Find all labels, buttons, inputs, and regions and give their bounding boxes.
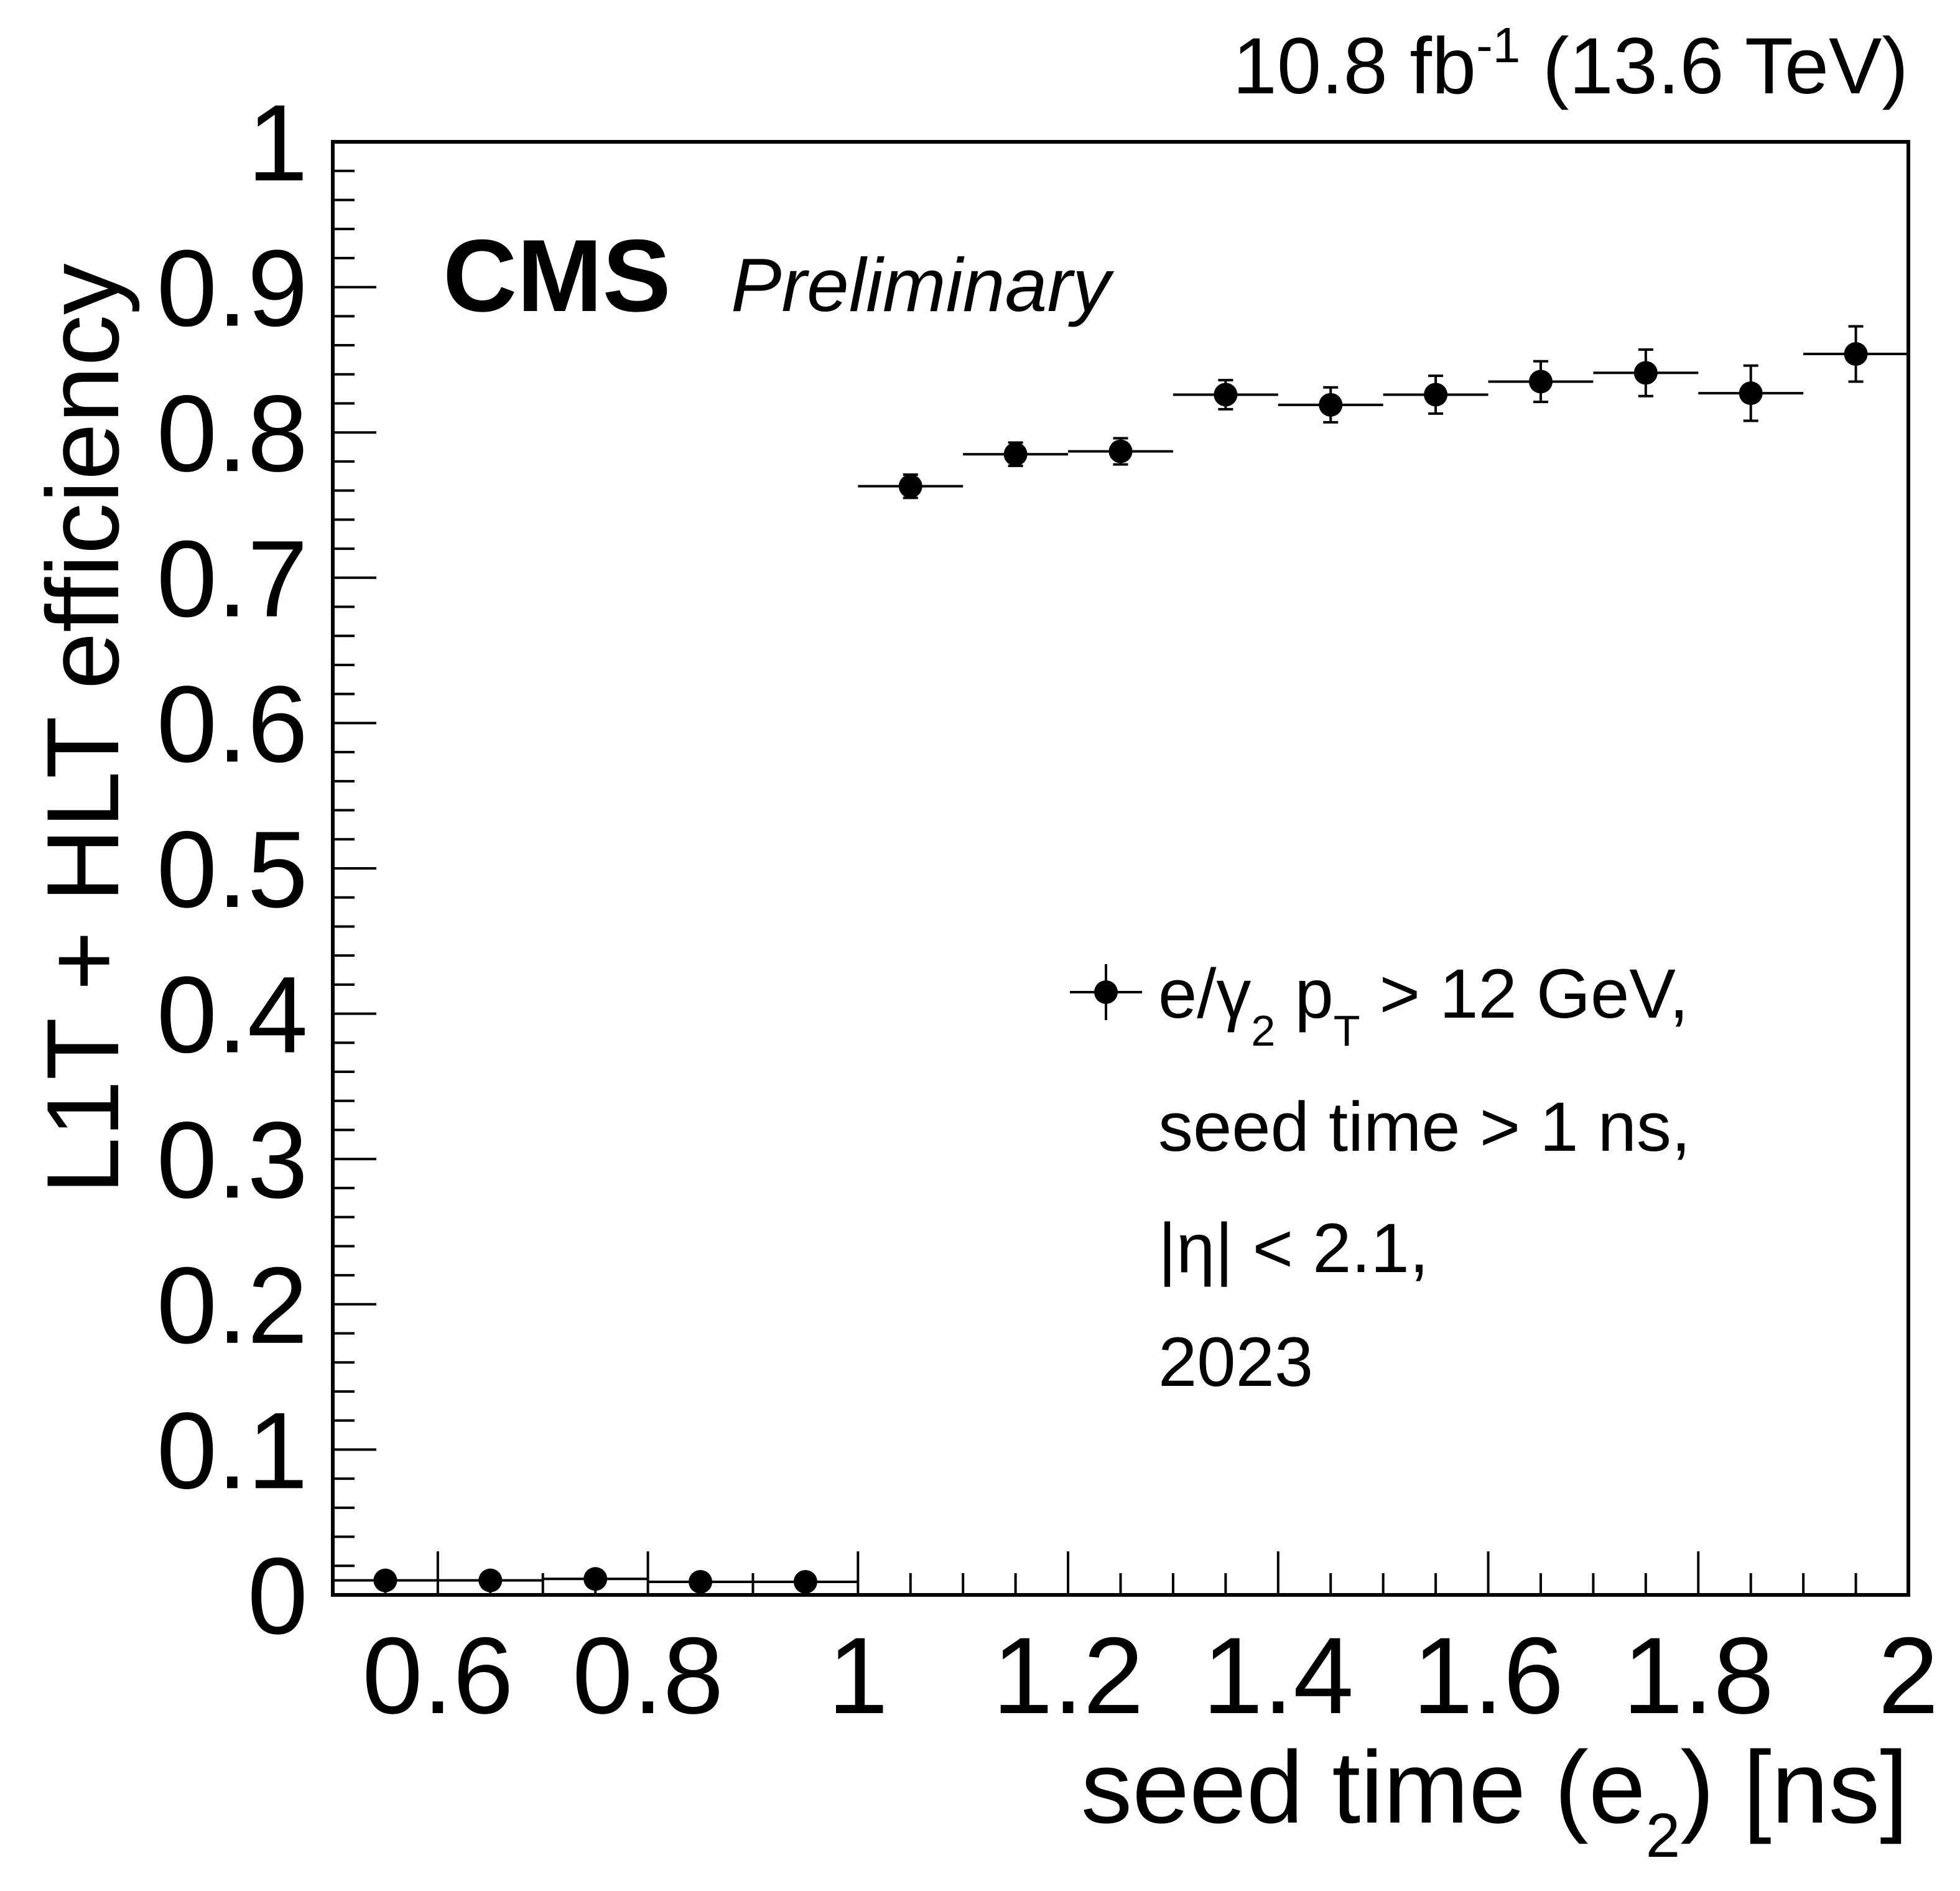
legend-marker-dot <box>1094 980 1118 1004</box>
cms-preliminary-label: Preliminary <box>731 243 1115 327</box>
data-point <box>542 1567 648 1591</box>
data-marker <box>583 1567 608 1591</box>
data-marker <box>689 1569 713 1594</box>
y-tick-label: 0.4 <box>157 955 308 1076</box>
data-marker <box>1739 381 1763 406</box>
y-tick-label: 1 <box>248 83 308 204</box>
lumi-prefix: 10.8 fb <box>1233 22 1476 111</box>
data-point <box>1488 360 1594 404</box>
data-marker <box>1528 369 1553 394</box>
data-point <box>858 473 964 499</box>
data-point <box>963 441 1069 467</box>
data-marker <box>1424 383 1448 407</box>
x-axis-title-sub: 2 <box>1646 1801 1681 1870</box>
y-tick-label: 0.9 <box>157 228 308 350</box>
data-marker <box>1108 439 1133 463</box>
data-point <box>437 1568 543 1592</box>
x-tick-label: 1.6 <box>1413 1615 1564 1737</box>
data-marker <box>373 1568 397 1592</box>
plot-frame <box>331 140 1910 1597</box>
lumi-exponent: -1 <box>1476 17 1520 73</box>
legend-line-2: seed time > 1 ns, <box>1158 1088 1691 1166</box>
x-tick-label: 0.6 <box>362 1615 513 1737</box>
lumi-suffix: (13.6 TeV) <box>1520 22 1908 111</box>
lumi-label: 10.8 fb-1 (13.6 TeV) <box>1233 17 1908 111</box>
data-marker <box>1844 342 1868 366</box>
x-tick-label: 1.2 <box>992 1615 1143 1737</box>
y-tick-label: 0.8 <box>157 373 308 495</box>
legend: e/γ2 pT > 12 GeV, seed time > 1 ns, |η| … <box>1070 955 1691 1401</box>
data-marker <box>1319 393 1343 417</box>
data-point <box>1068 437 1173 466</box>
y-tick-label: 0.6 <box>157 664 308 785</box>
data-marker <box>478 1568 503 1592</box>
x-tick-label: 0.8 <box>572 1615 723 1737</box>
data-point <box>648 1569 753 1594</box>
data-marker <box>1003 442 1028 467</box>
x-axis-title: seed time (e2) [ns] <box>1081 1730 1908 1870</box>
x-axis-title-end: ) [ns] <box>1680 1730 1908 1844</box>
data-point <box>753 1569 858 1594</box>
y-axis-title: L1T + HLT efficiency <box>26 263 140 1194</box>
x-tick-label: 1.8 <box>1623 1615 1774 1737</box>
y-tick-label: 0.5 <box>157 809 308 931</box>
x-tick-label: 1.4 <box>1202 1615 1354 1737</box>
x-tick-label: 2 <box>1878 1615 1938 1737</box>
y-tick-label: 0 <box>248 1536 308 1657</box>
cms-label: CMS <box>443 218 671 333</box>
data-marker <box>1633 361 1658 385</box>
legend-line-3: |η| < 2.1, <box>1158 1209 1429 1287</box>
data-marker <box>1214 383 1238 407</box>
data-marker <box>898 474 922 498</box>
y-tick-label: 0.7 <box>157 519 308 640</box>
axis-tick-labels: 0 0.1 0.2 0.3 0.4 0.5 0.6 0.7 0.8 0.9 1 0.6 0.8 1 1.2 1… <box>157 83 1939 1737</box>
x-axis-title-main: seed time (e <box>1081 1730 1646 1844</box>
data-series <box>333 325 1908 1594</box>
y-tick-label: 0.1 <box>157 1390 308 1512</box>
data-point <box>1173 379 1278 411</box>
data-point <box>1593 348 1699 397</box>
y-tick-label: 0.2 <box>157 1245 308 1367</box>
data-point <box>1383 374 1489 415</box>
data-marker <box>793 1569 817 1594</box>
x-tick-label: 1 <box>828 1615 888 1737</box>
legend-line-4: 2023 <box>1158 1323 1313 1401</box>
axis-ticks <box>332 141 1910 1596</box>
data-point <box>1803 325 1908 383</box>
legend-line-1: e/γ2 pT > 12 GeV, <box>1158 955 1689 1055</box>
data-point <box>333 1568 438 1592</box>
data-point <box>1278 386 1383 424</box>
data-point <box>1698 364 1804 422</box>
y-tick-label: 0.3 <box>157 1100 308 1221</box>
